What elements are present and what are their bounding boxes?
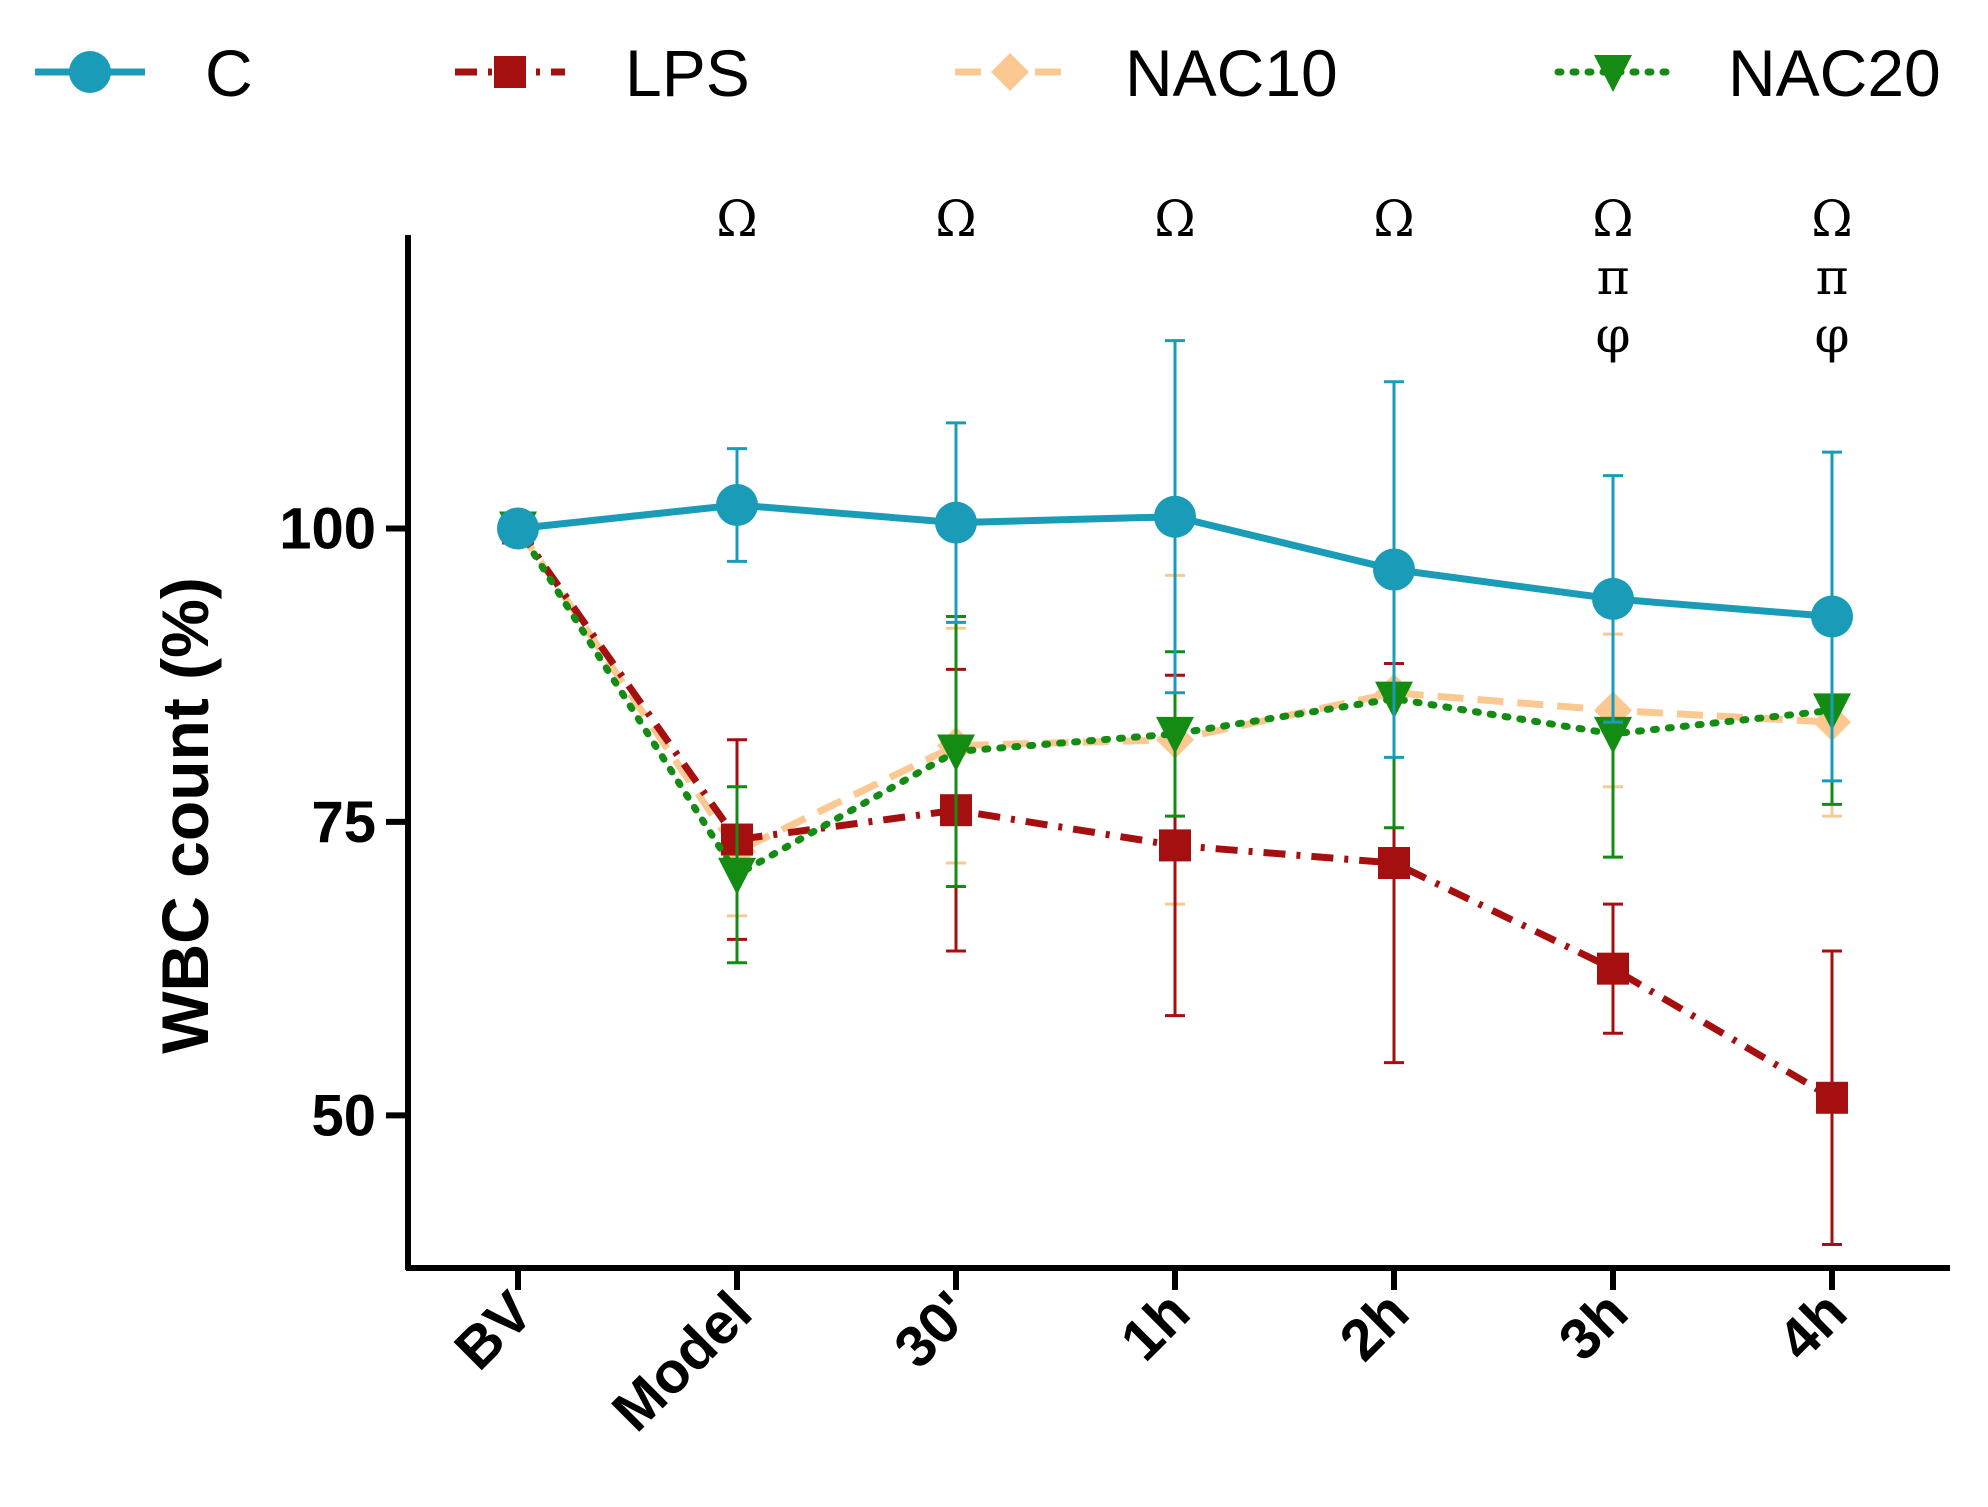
- legend-label-lps: LPS: [625, 36, 750, 110]
- annotation-4h-1: π: [1816, 248, 1849, 306]
- point-c-3: [1154, 495, 1196, 538]
- legend-marker-nac10: [991, 53, 1029, 91]
- annotation-4h-2: φ: [1814, 306, 1849, 364]
- y-tick-label-75: 75: [311, 790, 376, 855]
- point-c-0: [497, 507, 539, 550]
- x-tick-label-3h: 3h: [1546, 1279, 1640, 1373]
- legend-item-nac10: NAC10: [955, 36, 1338, 110]
- point-lps-5: [1597, 952, 1629, 985]
- legend-label-nac10: NAC10: [1125, 36, 1338, 110]
- annotation-3h-0: Ω: [1592, 190, 1633, 248]
- point-lps-6: [1816, 1081, 1848, 1114]
- legend-label-nac20: NAC20: [1728, 36, 1941, 110]
- point-lps-3: [1159, 829, 1191, 862]
- y-tick-label-100: 100: [279, 496, 376, 561]
- point-c-1: [716, 483, 758, 526]
- annotation-3h-2: φ: [1595, 306, 1630, 364]
- x-tick-label-30: 30': [882, 1279, 983, 1380]
- point-c-6: [1811, 595, 1853, 638]
- legend-marker-c: [69, 51, 111, 93]
- point-lps-4: [1378, 847, 1410, 880]
- point-c-2: [935, 501, 977, 544]
- legend-item-nac20: NAC20: [1554, 36, 1941, 110]
- legend-marker-nac20: [1594, 55, 1632, 92]
- point-nac20-3: [1156, 716, 1194, 754]
- annotation-3h-1: π: [1597, 248, 1630, 306]
- annotation-model-0: Ω: [716, 190, 757, 248]
- point-c-4: [1373, 548, 1415, 591]
- annotation-4h-0: Ω: [1811, 190, 1852, 248]
- x-tick-label-bv: BV: [442, 1279, 545, 1382]
- series-c: [497, 339, 1853, 783]
- legend-item-c: C: [35, 36, 253, 110]
- legend-item-lps: LPS: [455, 36, 750, 110]
- point-c-5: [1592, 577, 1634, 620]
- point-nac20-2: [937, 734, 975, 772]
- legend-marker-lps: [494, 56, 526, 88]
- y-tick-label-50: 50: [311, 1083, 376, 1148]
- y-axis-title: WBC count (%): [148, 577, 222, 1054]
- annotation-30-0: Ω: [935, 190, 976, 248]
- x-tick-label-1h: 1h: [1108, 1279, 1202, 1373]
- x-tick-label-model: Model: [600, 1279, 764, 1443]
- x-tick-label-2h: 2h: [1327, 1279, 1421, 1373]
- point-nac20-5: [1594, 716, 1632, 754]
- legend-label-c: C: [205, 36, 253, 110]
- x-tick-label-4h: 4h: [1765, 1279, 1859, 1373]
- annotation-2h-0: Ω: [1373, 190, 1414, 248]
- annotation-1h-0: Ω: [1154, 190, 1195, 248]
- point-nac20-1: [718, 857, 756, 895]
